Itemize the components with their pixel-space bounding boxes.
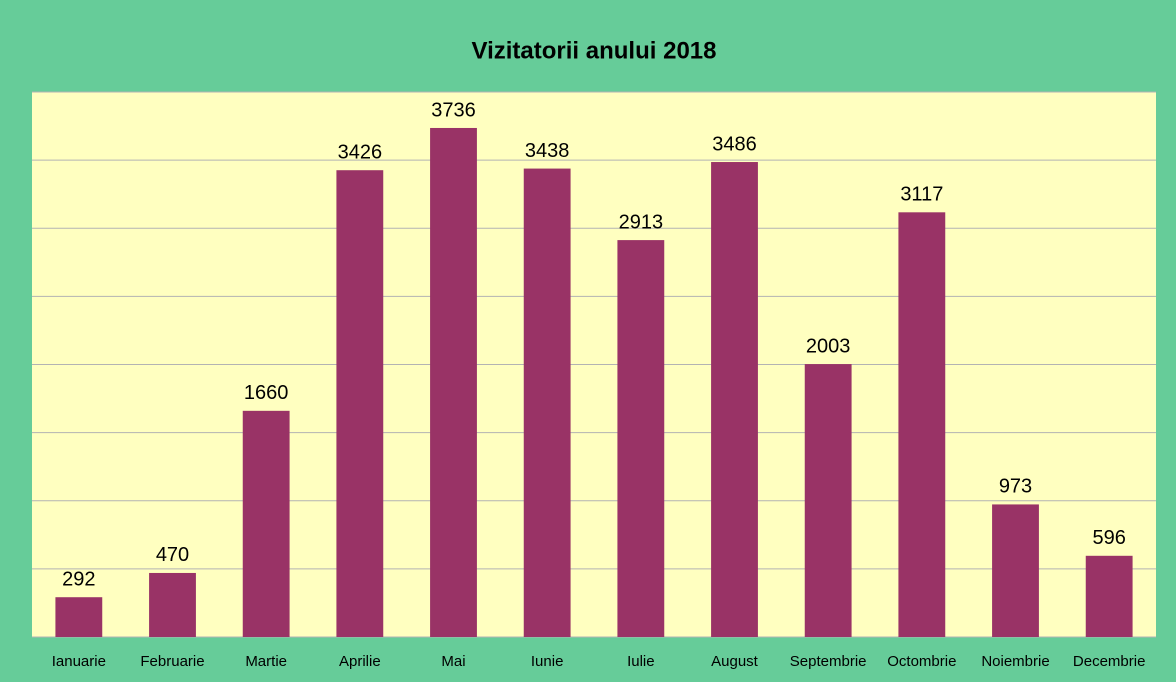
x-tick-label: August bbox=[711, 653, 759, 670]
bar bbox=[149, 572, 196, 637]
data-label: 596 bbox=[1092, 527, 1125, 549]
data-label: 973 bbox=[999, 476, 1032, 498]
bar bbox=[336, 170, 384, 637]
bar bbox=[992, 504, 1039, 637]
data-label: 470 bbox=[156, 544, 189, 566]
bar bbox=[804, 364, 852, 637]
x-tick-label: Iunie bbox=[531, 653, 564, 670]
x-tick-label: Decembrie bbox=[1073, 653, 1146, 670]
data-label: 1660 bbox=[244, 382, 289, 404]
chart-title: Vizitatorii anului 2018 bbox=[472, 37, 717, 64]
x-tick-label: Mai bbox=[441, 653, 465, 670]
data-label: 3117 bbox=[900, 184, 943, 206]
bar bbox=[55, 597, 103, 637]
data-label: 3426 bbox=[338, 141, 383, 163]
x-tick-label: Februarie bbox=[140, 653, 204, 670]
bar bbox=[523, 168, 571, 637]
x-tick-label: Aprilie bbox=[339, 653, 381, 670]
bar bbox=[711, 162, 758, 637]
x-tick-label: Ianuarie bbox=[52, 653, 106, 670]
bar bbox=[617, 240, 665, 637]
bar bbox=[898, 212, 946, 637]
bar bbox=[430, 127, 477, 637]
x-tick-label: Septembrie bbox=[790, 653, 867, 670]
x-tick-label: Octombrie bbox=[887, 653, 956, 670]
data-label: 292 bbox=[62, 568, 95, 590]
x-tick-label: Iulie bbox=[627, 653, 655, 670]
data-label: 3438 bbox=[525, 140, 570, 162]
data-label: 2003 bbox=[806, 335, 851, 357]
data-label: 2913 bbox=[619, 211, 664, 233]
data-label: 3486 bbox=[712, 133, 757, 155]
x-tick-label: Martie bbox=[245, 653, 287, 670]
x-tick-label: Noiembrie bbox=[981, 653, 1049, 670]
bar bbox=[1085, 555, 1133, 637]
bar bbox=[242, 410, 290, 637]
data-label: 3736 bbox=[431, 99, 476, 121]
